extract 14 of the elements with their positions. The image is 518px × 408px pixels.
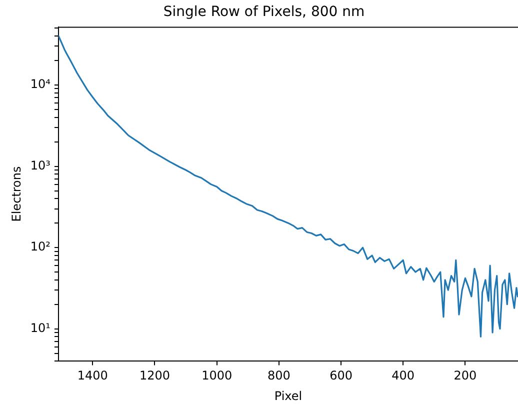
y-tick-label: 10¹ — [30, 320, 51, 335]
x-tick-label: 200 — [454, 368, 477, 383]
x-tick-label: 1000 — [202, 368, 232, 383]
x-tick-label: 1200 — [139, 368, 170, 383]
y-axis-title: Electrons — [9, 166, 24, 222]
x-tick-label: 800 — [267, 368, 290, 383]
y-tick-label: 10⁴ — [30, 77, 51, 92]
x-tick-label: 400 — [392, 368, 415, 383]
y-tick-label: 10² — [30, 240, 51, 254]
chart-title: Single Row of Pixels, 800 nm — [163, 4, 365, 20]
x-tick-label: 600 — [330, 368, 352, 383]
x-tick-label: 1400 — [77, 368, 108, 383]
y-tick-label: 10³ — [30, 158, 51, 172]
x-axis-title: Pixel — [274, 388, 302, 403]
